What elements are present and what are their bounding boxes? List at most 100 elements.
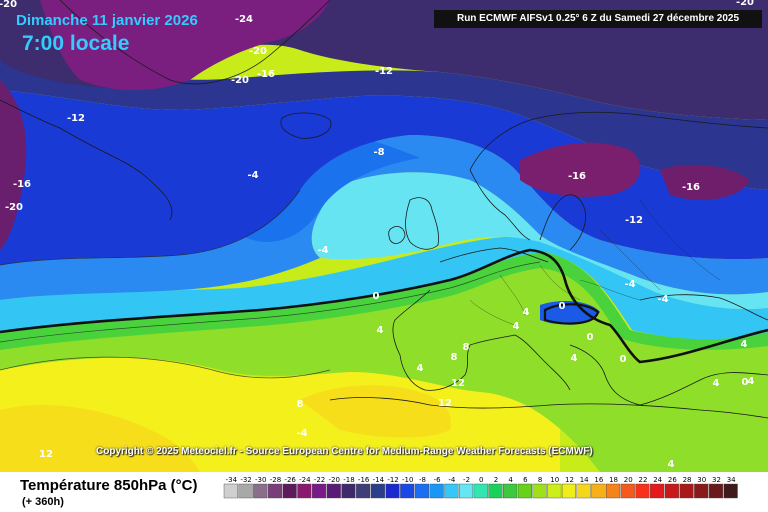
russia-cold-core [660, 164, 750, 200]
contour-label: 4 [748, 376, 755, 387]
legend-tick-label: -30 [255, 476, 266, 484]
contour-label: 12 [438, 398, 452, 409]
legend-swatch [547, 483, 562, 499]
legend-tick-label: -4 [448, 476, 456, 484]
legend-swatch [414, 483, 430, 499]
legend-tick-label: 20 [624, 476, 633, 484]
legend-swatch [591, 483, 606, 499]
border-5 [599, 229, 661, 291]
contour-label: -16 [13, 179, 31, 190]
contour-label: 0 [559, 301, 566, 312]
legend-swatch [253, 483, 268, 499]
coastline-iceland [280, 112, 332, 139]
variable-title: Température 850hPa (°C) [20, 477, 198, 494]
coastline-canada [0, 99, 173, 221]
legend-swatch [723, 483, 738, 499]
coastline-britain [405, 197, 439, 250]
legend-tick-label: 30 [697, 476, 706, 484]
legend-swatch [708, 483, 724, 499]
legend-swatch [517, 483, 532, 499]
warm-zone-africa [300, 385, 451, 438]
legend-swatch [429, 483, 444, 499]
legend-swatch [341, 483, 356, 499]
legend-tick-label: 18 [609, 476, 618, 484]
legend-tick-label: -24 [299, 476, 311, 484]
contour-label: 4 [417, 363, 424, 374]
legend-tick-label: -34 [226, 476, 238, 484]
legend-swatch [370, 483, 385, 499]
legend-swatch [473, 483, 488, 499]
forecast-time: 7:00 locale [22, 32, 130, 55]
run-info-box: Run ECMWF AIFSv1 0.25° 6 Z du Samedi 27 … [434, 10, 762, 28]
contour-label: 0 [620, 354, 627, 365]
legend-tick-label: -16 [358, 476, 370, 484]
contour-label: 4 [523, 307, 530, 318]
lead-time: (+ 360h) [22, 496, 64, 508]
isotherm-8 [0, 356, 331, 379]
contour-label: 12 [39, 449, 53, 460]
legend-tick-label: 12 [565, 476, 574, 484]
legend-tick-label: -8 [419, 476, 426, 484]
contour-label: -16 [257, 69, 275, 80]
contour-label: -16 [682, 182, 700, 193]
contour-label: -20 [5, 202, 23, 213]
legend-tick-label: -18 [343, 476, 354, 484]
isotherm-minus-4 [0, 189, 301, 266]
temperature-map: -24 -20 -20 -20 -16 -12 -12 -16 -20 -8 -4 -4 0 4 -16 -1… [0, 0, 768, 472]
legend-tick-label: -26 [284, 476, 296, 484]
contour-label: -16 [568, 171, 586, 182]
legend-tick-label: 22 [638, 476, 647, 484]
forecast-date: Dimanche 11 janvier 2026 [16, 12, 198, 29]
coastlines [0, 0, 768, 419]
legend-swatch [326, 483, 341, 499]
coastline-scandinavia-north [469, 111, 768, 171]
legend-swatch [282, 483, 297, 499]
legend-swatch [297, 483, 312, 499]
coastline-north-sea [439, 247, 549, 263]
contour-label: -12 [375, 66, 393, 77]
isotherms [0, 189, 541, 379]
contour-label: 12 [451, 378, 465, 389]
contour-label: 0 [587, 332, 594, 343]
contour-label: -4 [247, 170, 258, 181]
legend-swatch [576, 483, 591, 499]
border-3 [539, 264, 581, 301]
contour-label: -20 [249, 46, 267, 57]
legend-tick-label: 16 [594, 476, 603, 484]
legend-tick-label: -22 [314, 476, 325, 484]
legend-tick-label: -10 [402, 476, 413, 484]
legend-swatch [458, 483, 474, 499]
legend-tick-label: 6 [523, 476, 528, 484]
zero-degree-isotherm [0, 248, 768, 364]
warm-zone-southwest [0, 405, 200, 472]
contour-label: 0 [373, 291, 380, 302]
contour-label: -20 [0, 0, 17, 10]
legend-swatch [606, 483, 621, 499]
legend-tick-label: 32 [712, 476, 721, 484]
legend-tick-label: 26 [668, 476, 677, 484]
legend-swatch [444, 483, 459, 499]
canada-cold-core [0, 80, 27, 250]
contour-label: 4 [377, 325, 384, 336]
legend-swatch [385, 483, 400, 499]
legend-swatch [223, 483, 238, 499]
contour-label: -20 [231, 75, 249, 86]
legend-tick-label: 24 [653, 476, 662, 484]
contour-label: -8 [373, 147, 384, 158]
coastline-north-africa [329, 397, 768, 419]
legend-swatch [311, 483, 327, 499]
map-canvas: -24-20-20-20-16 -12-12-16-20-8-4-404-16-1… [0, 0, 768, 472]
border-2 [499, 274, 526, 316]
legend-swatch [488, 483, 503, 499]
coastline-greenland [59, 0, 331, 85]
legend-tick-label: -2 [463, 476, 470, 484]
frigid-zone [0, 60, 768, 190]
contour-label: -4 [624, 279, 635, 290]
border-1 [469, 299, 516, 326]
legend-swatch [503, 483, 518, 499]
legend-tick-label: -6 [434, 476, 442, 484]
contour-label: -20 [736, 0, 754, 8]
contour-label: -24 [235, 14, 253, 25]
legend-tick-label: 14 [580, 476, 589, 484]
contour-label: 4 [713, 378, 720, 389]
